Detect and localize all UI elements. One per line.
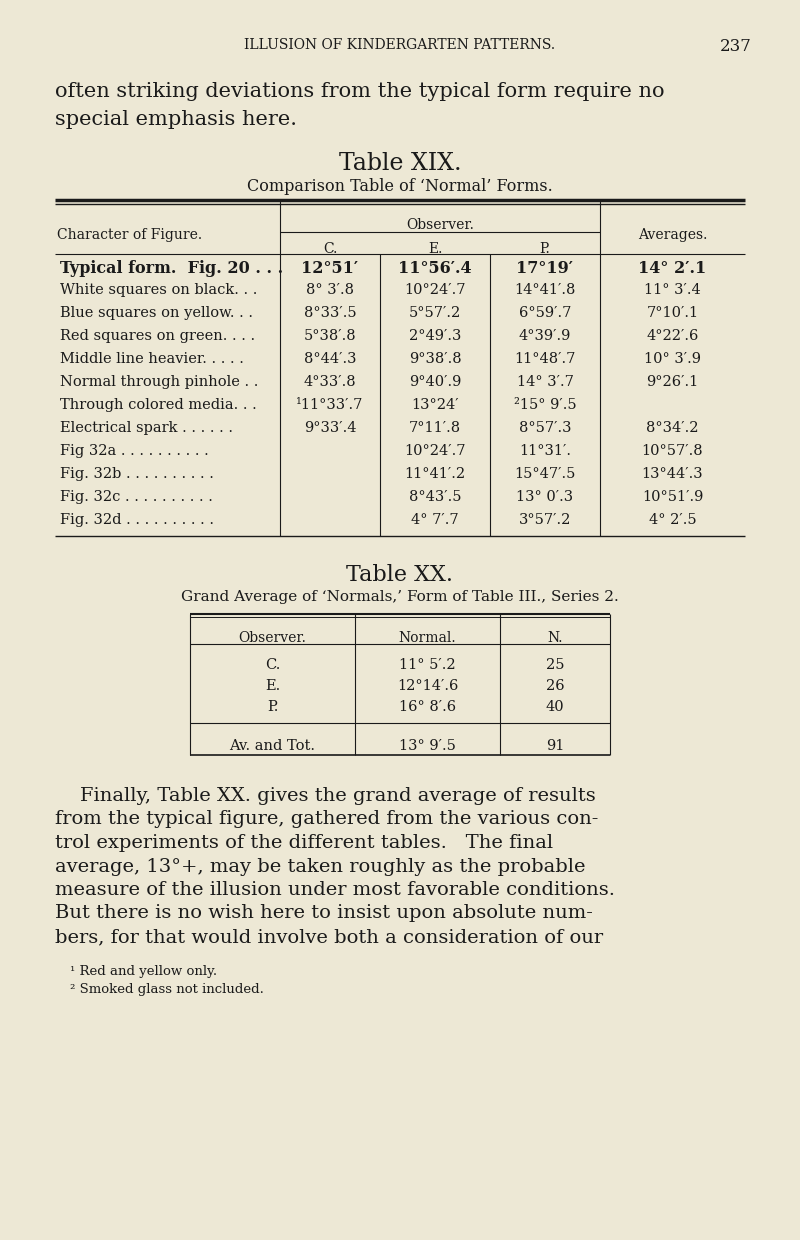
Text: Observer.: Observer. — [238, 631, 306, 645]
Text: 13°44′.3: 13°44′.3 — [642, 467, 703, 481]
Text: 6°59′.7: 6°59′.7 — [519, 306, 571, 320]
Text: But there is no wish here to insist upon absolute num-: But there is no wish here to insist upon… — [55, 904, 593, 923]
Text: 8°34′.2: 8°34′.2 — [646, 422, 698, 435]
Text: 8° 3′.8: 8° 3′.8 — [306, 283, 354, 298]
Text: Table XIX.: Table XIX. — [338, 153, 462, 175]
Text: 14° 3′.7: 14° 3′.7 — [517, 374, 574, 389]
Text: 17°19′: 17°19′ — [517, 260, 574, 277]
Text: ¹11°33′.7: ¹11°33′.7 — [296, 398, 364, 412]
Text: trol experiments of the different tables.   The final: trol experiments of the different tables… — [55, 835, 553, 852]
Text: 7°11′.8: 7°11′.8 — [409, 422, 461, 435]
Text: E.: E. — [265, 680, 280, 693]
Text: Finally, Table XX. gives the grand average of results: Finally, Table XX. gives the grand avera… — [55, 787, 596, 805]
Text: 26: 26 — [546, 680, 564, 693]
Text: 14°41′.8: 14°41′.8 — [514, 283, 576, 298]
Text: 13° 0′.3: 13° 0′.3 — [517, 490, 574, 503]
Text: 4° 2′.5: 4° 2′.5 — [649, 513, 696, 527]
Text: Observer.: Observer. — [406, 218, 474, 232]
Text: Grand Average of ‘Normals,’ Form of Table III., Series 2.: Grand Average of ‘Normals,’ Form of Tabl… — [181, 590, 619, 604]
Text: 12°14′.6: 12°14′.6 — [397, 680, 458, 693]
Text: ¹ Red and yellow only.: ¹ Red and yellow only. — [70, 966, 217, 978]
Text: C.: C. — [323, 242, 337, 255]
Text: ILLUSION OF KINDERGARTEN PATTERNS.: ILLUSION OF KINDERGARTEN PATTERNS. — [245, 38, 555, 52]
Text: ² Smoked glass not included.: ² Smoked glass not included. — [70, 982, 264, 996]
Text: 12°51′: 12°51′ — [302, 260, 358, 277]
Text: 3°57′.2: 3°57′.2 — [519, 513, 571, 527]
Text: from the typical figure, gathered from the various con-: from the typical figure, gathered from t… — [55, 811, 598, 828]
Text: Through colored media. . .: Through colored media. . . — [60, 398, 257, 412]
Text: Fig. 32c . . . . . . . . . .: Fig. 32c . . . . . . . . . . — [60, 490, 213, 503]
Text: 7°10′.1: 7°10′.1 — [646, 306, 698, 320]
Text: 25: 25 — [546, 658, 564, 672]
Text: 15°47′.5: 15°47′.5 — [514, 467, 576, 481]
Text: 11°56′.4: 11°56′.4 — [398, 260, 472, 277]
Text: special emphasis here.: special emphasis here. — [55, 110, 297, 129]
Text: 5°57′.2: 5°57′.2 — [409, 306, 461, 320]
Text: Red squares on green. . . .: Red squares on green. . . . — [60, 329, 255, 343]
Text: P.: P. — [267, 701, 278, 714]
Text: 8°33′.5: 8°33′.5 — [304, 306, 356, 320]
Text: E.: E. — [428, 242, 442, 255]
Text: 8°43′.5: 8°43′.5 — [409, 490, 462, 503]
Text: 10°51′.9: 10°51′.9 — [642, 490, 703, 503]
Text: measure of the illusion under most favorable conditions.: measure of the illusion under most favor… — [55, 880, 615, 899]
Text: 9°40′.9: 9°40′.9 — [409, 374, 461, 389]
Text: Averages.: Averages. — [638, 228, 707, 242]
Text: 10°24′.7: 10°24′.7 — [404, 283, 466, 298]
Text: 11°31′.: 11°31′. — [519, 444, 571, 458]
Text: Middle line heavier. . . . .: Middle line heavier. . . . . — [60, 352, 244, 366]
Text: Normal through pinhole . .: Normal through pinhole . . — [60, 374, 258, 389]
Text: 4°22′.6: 4°22′.6 — [646, 329, 698, 343]
Text: 13°24′: 13°24′ — [411, 398, 459, 412]
Text: 91: 91 — [546, 739, 564, 753]
Text: 4°33′.8: 4°33′.8 — [304, 374, 356, 389]
Text: P.: P. — [540, 242, 550, 255]
Text: 10°57′.8: 10°57′.8 — [642, 444, 703, 458]
Text: 11°48′.7: 11°48′.7 — [514, 352, 576, 366]
Text: 10° 3′.9: 10° 3′.9 — [644, 352, 701, 366]
Text: 9°33′.4: 9°33′.4 — [304, 422, 356, 435]
Text: 4°39′.9: 4°39′.9 — [519, 329, 571, 343]
Text: 10°24′.7: 10°24′.7 — [404, 444, 466, 458]
Text: 14° 2′.1: 14° 2′.1 — [638, 260, 706, 277]
Text: 8°57′.3: 8°57′.3 — [518, 422, 571, 435]
Text: Blue squares on yellow. . .: Blue squares on yellow. . . — [60, 306, 253, 320]
Text: 9°26′.1: 9°26′.1 — [646, 374, 698, 389]
Text: 4° 7′.7: 4° 7′.7 — [411, 513, 459, 527]
Text: 11°41′.2: 11°41′.2 — [405, 467, 466, 481]
Text: bers, for that would involve both a consideration of our: bers, for that would involve both a cons… — [55, 928, 603, 946]
Text: White squares on black. . .: White squares on black. . . — [60, 283, 258, 298]
Text: Normal.: Normal. — [398, 631, 456, 645]
Text: Typical form.  Fig. 20 . . .: Typical form. Fig. 20 . . . — [60, 260, 283, 277]
Text: 5°38′.8: 5°38′.8 — [304, 329, 356, 343]
Text: N.: N. — [547, 631, 562, 645]
Text: 9°38′.8: 9°38′.8 — [409, 352, 462, 366]
Text: Comparison Table of ‘Normal’ Forms.: Comparison Table of ‘Normal’ Forms. — [247, 179, 553, 195]
Text: Electrical spark . . . . . .: Electrical spark . . . . . . — [60, 422, 233, 435]
Text: Character of Figure.: Character of Figure. — [58, 228, 202, 242]
Text: 40: 40 — [546, 701, 564, 714]
Text: Av. and Tot.: Av. and Tot. — [230, 739, 315, 753]
Text: average, 13°+, may be taken roughly as the probable: average, 13°+, may be taken roughly as t… — [55, 858, 586, 875]
Text: 237: 237 — [720, 38, 752, 55]
Text: 2°49′.3: 2°49′.3 — [409, 329, 461, 343]
Text: 16° 8′.6: 16° 8′.6 — [399, 701, 456, 714]
Text: 11° 5′.2: 11° 5′.2 — [399, 658, 456, 672]
Text: 11° 3′.4: 11° 3′.4 — [644, 283, 701, 298]
Text: 8°44′.3: 8°44′.3 — [304, 352, 356, 366]
Text: Fig. 32b . . . . . . . . . .: Fig. 32b . . . . . . . . . . — [60, 467, 214, 481]
Text: 13° 9′.5: 13° 9′.5 — [399, 739, 456, 753]
Text: ²15° 9′.5: ²15° 9′.5 — [514, 398, 576, 412]
Text: often striking deviations from the typical form require no: often striking deviations from the typic… — [55, 82, 665, 100]
Text: Fig. 32d . . . . . . . . . .: Fig. 32d . . . . . . . . . . — [60, 513, 214, 527]
Text: Table XX.: Table XX. — [346, 564, 454, 587]
Text: Fig 32a . . . . . . . . . .: Fig 32a . . . . . . . . . . — [60, 444, 209, 458]
Text: C.: C. — [265, 658, 280, 672]
